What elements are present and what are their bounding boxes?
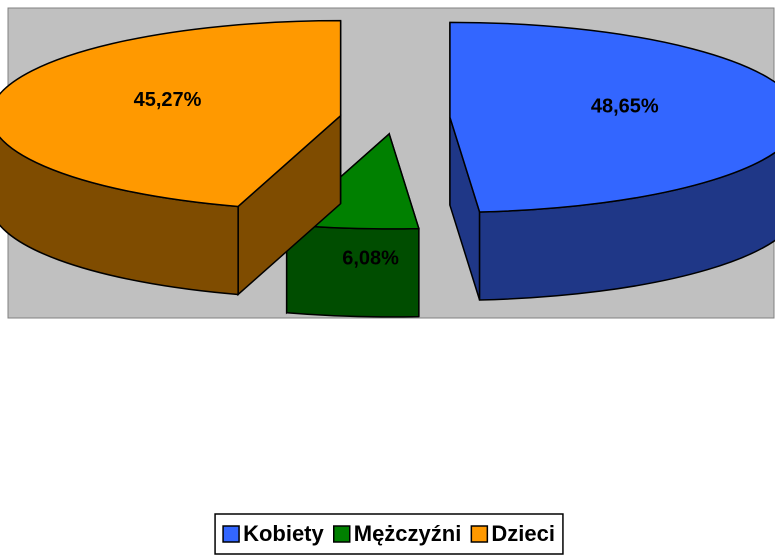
legend-swatch [470, 525, 489, 543]
slice [284, 132, 420, 318]
slice [0, 19, 342, 297]
data-label: 45,27% [134, 89, 202, 111]
data-label: 48,65% [591, 96, 659, 118]
legend-swatch [222, 525, 240, 543]
slice-top [449, 21, 775, 213]
slice-side [285, 223, 420, 318]
legend [214, 513, 564, 555]
data-label: 6,08% [342, 247, 399, 269]
legend-label: Mężczyźni [354, 521, 462, 546]
legend-label: Dzieci [491, 521, 555, 546]
slice-top [0, 19, 342, 208]
slice [449, 21, 775, 301]
legend-label: Kobiety [243, 521, 324, 546]
legend-swatch [333, 525, 351, 543]
